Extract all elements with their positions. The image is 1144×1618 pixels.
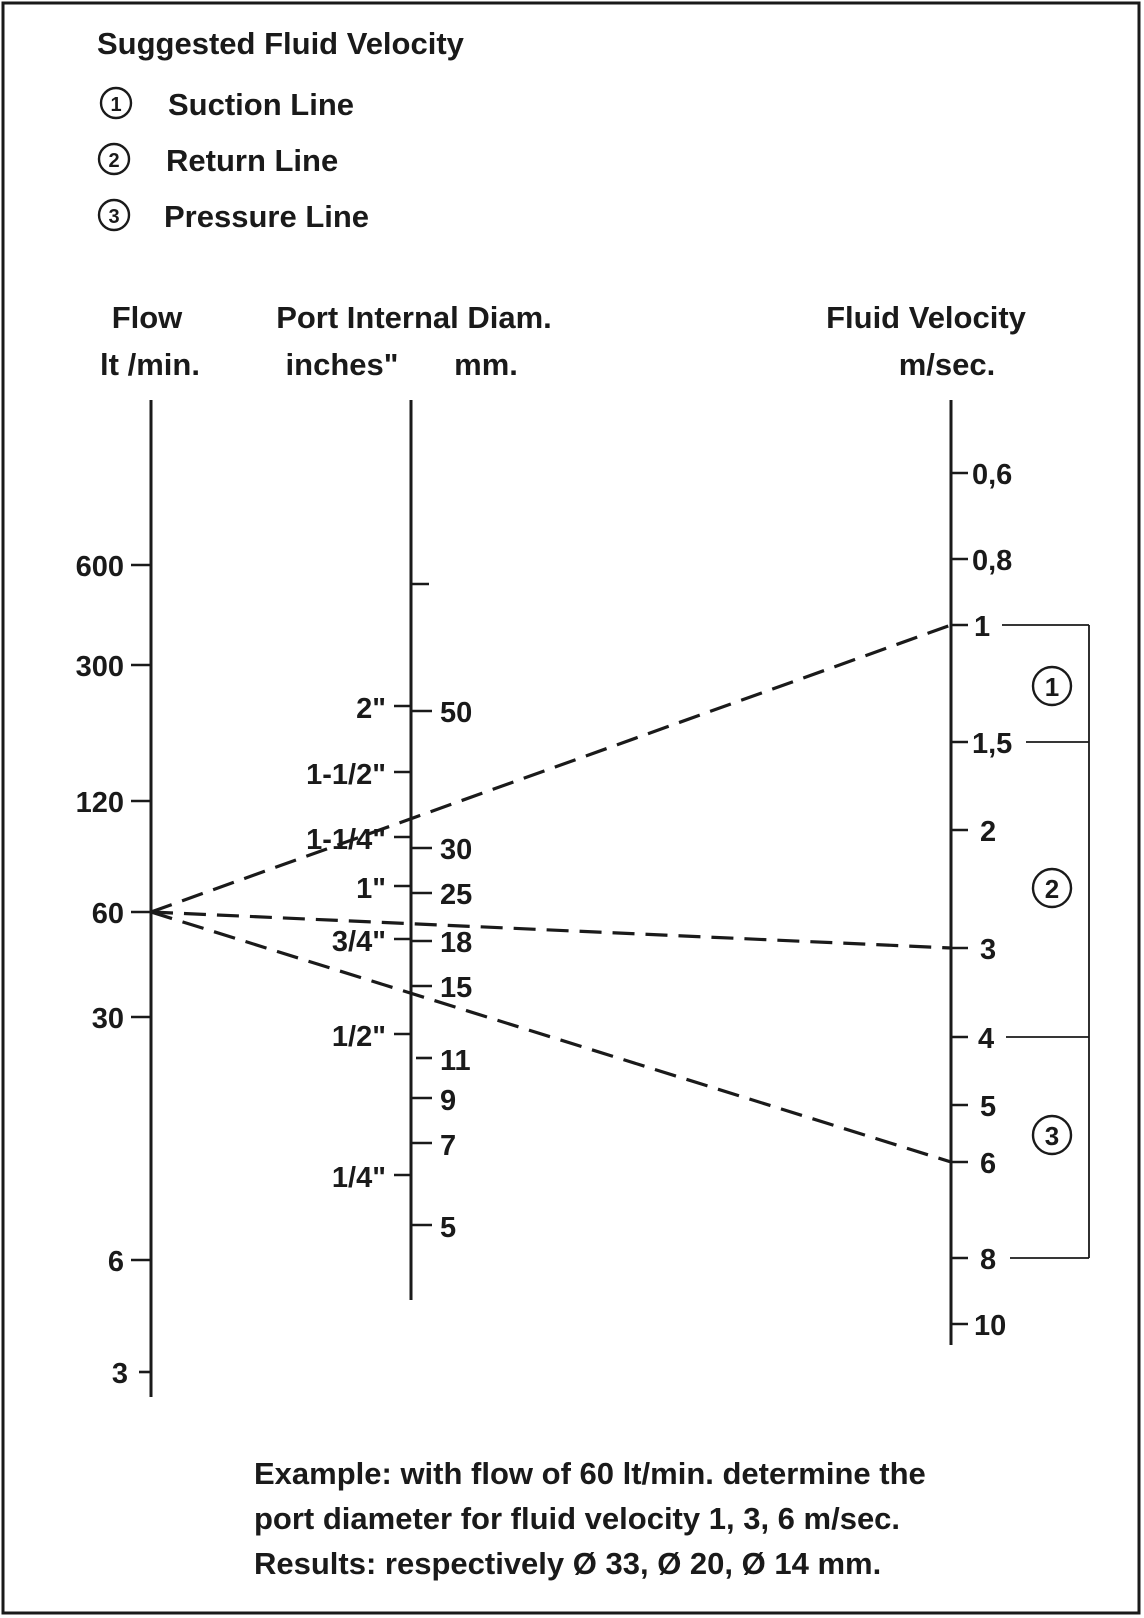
range-number-3: 3	[1045, 1121, 1059, 1151]
velocity-tick-label: 0,6	[972, 459, 1012, 491]
mm-tick-label: 5	[440, 1212, 456, 1244]
legend: 1 Suction Line 2 Return Line 3 Pressure …	[97, 86, 369, 234]
legend-label-return: Return Line	[166, 143, 338, 178]
caption-line-3: Results: respectively Ø 33, Ø 20, Ø 14 m…	[254, 1546, 881, 1581]
legend-item-pressure: 3 Pressure Line	[97, 198, 369, 234]
velocity-tick-label: 1	[974, 611, 990, 643]
legend-item-suction: 1 Suction Line	[99, 86, 354, 122]
mm-tick-label: 7	[440, 1130, 456, 1162]
inch-tick-label: 1-1/2"	[306, 759, 386, 791]
legend-number-1-icon	[99, 86, 133, 120]
port-axis-title: Port Internal Diam.	[276, 300, 552, 335]
velocity-axis-title: Fluid Velocity	[826, 300, 1027, 335]
legend-item-return: 2 Return Line	[97, 142, 338, 178]
velocity-axis-unit: m/sec.	[899, 347, 996, 382]
flow-axis-title: Flow	[112, 300, 183, 335]
legend-number-3-icon	[97, 198, 131, 232]
mm-tick-label: 9	[440, 1085, 456, 1117]
chart-title: Suggested Fluid Velocity	[97, 26, 465, 61]
example-lines	[150, 623, 952, 1164]
mm-tick-label: 50	[440, 697, 472, 729]
caption-line-1: Example: with flow of 60 lt/min. determi…	[254, 1456, 926, 1491]
flow-tick-label: 300	[76, 651, 124, 683]
port-axis-unit-mm: mm.	[454, 347, 518, 382]
mm-tick-label: 15	[440, 972, 472, 1004]
mm-tick-label: 11	[440, 1045, 471, 1077]
mm-tick-label: 30	[440, 834, 472, 866]
velocity-tick-label: 0,8	[972, 545, 1012, 577]
port-inch-ticks: 2" 1-1/2" 1-1/4" 1" 3/4" 1/2" 1/4"	[306, 582, 429, 1194]
velocity-tick-label: 10	[974, 1310, 1006, 1342]
range-number-2: 2	[1045, 874, 1059, 904]
inch-tick-label: 1"	[356, 873, 386, 905]
example-line-velocity-6	[150, 910, 952, 1164]
inch-tick-label: 1/4"	[332, 1162, 386, 1194]
mm-tick-label: 18	[440, 927, 472, 959]
example-line-velocity-1	[150, 623, 952, 914]
mm-tick-label: 25	[440, 879, 472, 911]
velocity-tick-label: 3	[980, 934, 996, 966]
port-mm-ticks: 50 30 25 18 15 11 9 7 5	[411, 697, 472, 1244]
velocity-tick-label: 2	[980, 816, 996, 848]
flow-tick-label: 3	[112, 1358, 128, 1390]
velocity-tick-label: 5	[980, 1091, 996, 1123]
range-number-3-icon	[1031, 1114, 1073, 1156]
legend-number-2-icon	[97, 142, 131, 176]
flow-tick-label: 60	[92, 898, 124, 930]
flow-tick-label: 120	[76, 787, 124, 819]
legend-number-1: 1	[110, 94, 121, 116]
port-axis-unit-inches: inches"	[286, 347, 399, 382]
legend-label-pressure: Pressure Line	[164, 199, 369, 234]
range-number-1: 1	[1045, 672, 1059, 702]
velocity-axis-ticks: 0,6 0,8 1 1,5 2 3 4 5 6 8 10	[951, 459, 1012, 1342]
legend-number-2: 2	[108, 150, 119, 172]
velocity-tick-label: 1,5	[972, 728, 1012, 760]
velocity-tick-label: 6	[980, 1148, 996, 1180]
caption-line-2: port diameter for fluid velocity 1, 3, 6…	[254, 1501, 900, 1536]
inch-tick-label: 1/2"	[332, 1021, 386, 1053]
velocity-tick-label: 8	[980, 1244, 996, 1276]
inch-tick-label: 2"	[356, 693, 386, 725]
range-number-2-icon	[1031, 867, 1073, 909]
flow-axis-unit: lt /min.	[100, 347, 200, 382]
flow-tick-label: 6	[108, 1246, 124, 1278]
flow-axis-ticks: 600 300 120 60 30 6 3	[76, 551, 151, 1390]
inch-tick-label: 3/4"	[332, 926, 386, 958]
legend-number-3: 3	[108, 206, 119, 228]
velocity-tick-label: 4	[978, 1023, 994, 1055]
range-number-1-icon	[1031, 665, 1073, 707]
example-line-velocity-3	[150, 910, 952, 950]
flow-tick-label: 600	[76, 551, 124, 583]
flow-tick-label: 30	[92, 1003, 124, 1035]
legend-label-suction: Suction Line	[168, 87, 354, 122]
velocity-range-brackets: 1 2 3	[1002, 624, 1090, 1259]
